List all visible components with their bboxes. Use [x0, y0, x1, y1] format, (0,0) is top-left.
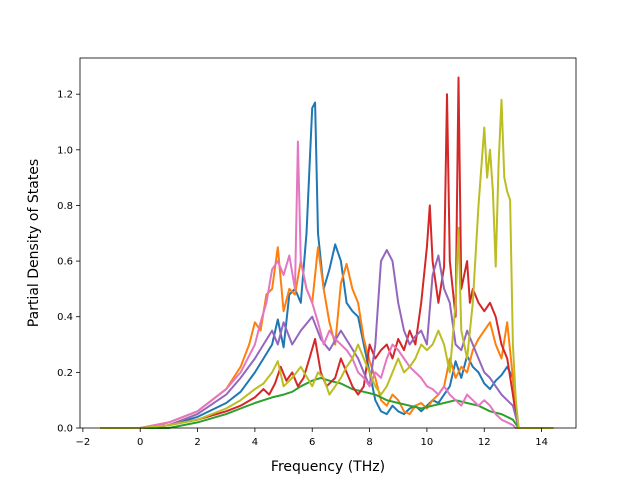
x-tick-label: −2 [75, 437, 90, 448]
y-tick-label: 0.6 [57, 257, 73, 268]
y-axis-ticks: 0.0 0.2 0.4 0.6 0.8 1.0 1.2 [57, 90, 80, 435]
x-tick-label: 12 [478, 437, 491, 448]
x-axis-ticks: −2 0 2 4 6 8 10 12 14 [75, 428, 548, 448]
x-axis-label: Frequency (THz) [271, 459, 385, 475]
y-tick-label: 0.0 [57, 424, 73, 435]
series-line-1 [100, 101, 554, 429]
x-tick-label: 4 [252, 437, 258, 448]
x-tick-label: 2 [194, 437, 200, 448]
x-tick-label: 14 [535, 437, 548, 448]
y-tick-label: 0.4 [57, 312, 73, 323]
y-tick-label: 0.2 [57, 368, 73, 379]
x-tick-label: 10 [421, 437, 434, 448]
y-tick-label: 0.8 [57, 201, 73, 212]
x-tick-label: 0 [137, 437, 143, 448]
plot-frame [79, 57, 577, 429]
series-layer [100, 76, 554, 429]
y-tick-label: 1.0 [57, 145, 73, 156]
series-line-7 [100, 98, 554, 429]
x-tick-label: 6 [309, 437, 315, 448]
series-line-5 [100, 249, 554, 429]
y-tick-label: 1.2 [57, 90, 73, 101]
series-line-3 [100, 376, 554, 429]
y-axis-label: Partial Density of States [26, 159, 42, 327]
x-tick-label: 8 [366, 437, 372, 448]
